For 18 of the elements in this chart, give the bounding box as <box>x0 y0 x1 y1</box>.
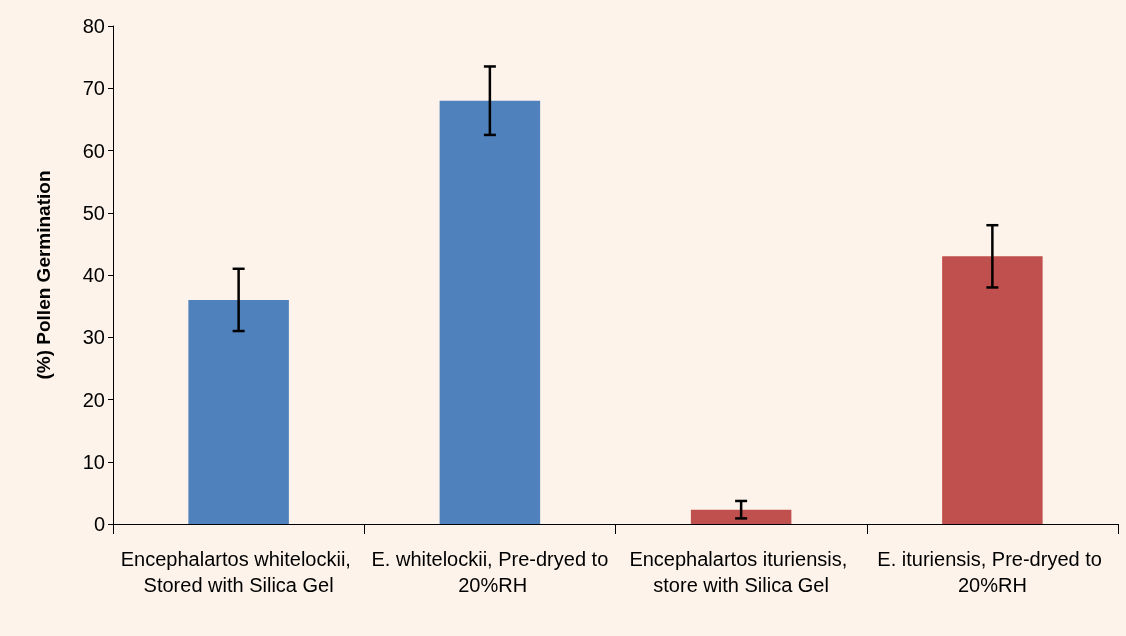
y-tick-label: 10 <box>82 450 105 473</box>
bar <box>942 256 1043 524</box>
y-tick-label: 0 <box>93 513 105 535</box>
y-tick-label: 50 <box>82 201 105 224</box>
y-tick-label: 30 <box>82 326 105 349</box>
bar <box>188 299 289 524</box>
x-tick-label: Encephalartos ituriensis, store with Silica Gel <box>629 548 853 596</box>
y-tick-label: 40 <box>82 264 105 286</box>
y-tick-label: 20 <box>82 388 105 411</box>
x-tick-label: E. ituriensis, Pre-dryed to 20%RH <box>877 548 1108 596</box>
y-tick-label: 70 <box>82 77 105 100</box>
bar <box>439 100 541 524</box>
bar <box>690 509 792 524</box>
y-tick-label: 60 <box>82 139 105 162</box>
y-axis-title: (%) Pollen Germination <box>33 170 54 380</box>
y-tick-label: 80 <box>82 15 105 37</box>
x-tick-label: E. whitelockii, Pre-dryed to 20%RH <box>371 548 609 596</box>
x-tick-label: Encephalartos whitelockii, Stored with Silica Gel <box>120 548 357 596</box>
